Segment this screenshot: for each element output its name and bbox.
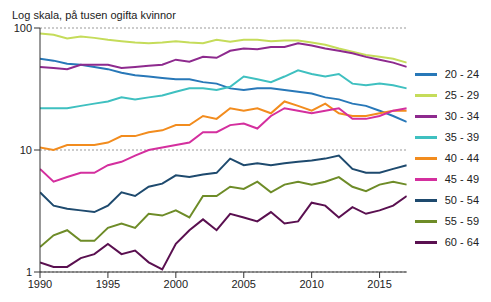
html-text:Log skala, på tusen ogifta kvi: Log skala, på tusen ogifta kvinnor (12, 9, 176, 21)
svg-text:2000: 2000 (164, 278, 188, 290)
svg-text:1995: 1995 (96, 278, 120, 290)
svg-text:2005: 2005 (232, 278, 256, 290)
svg-text:1: 1 (26, 266, 32, 278)
html-text:40 - 44: 40 - 44 (444, 152, 479, 164)
svg-text:100: 100 (14, 22, 32, 34)
html-text:60 - 64: 60 - 64 (444, 236, 479, 248)
html-text:55 - 59: 55 - 59 (444, 215, 479, 227)
svg-text:10: 10 (20, 144, 32, 156)
svg-text:1990: 1990 (28, 278, 52, 290)
svg-text:2010: 2010 (299, 278, 323, 290)
html-text:30 - 34: 30 - 34 (444, 110, 479, 122)
html-text:20 - 24: 20 - 24 (444, 68, 479, 80)
html-text:35 - 39: 35 - 39 (444, 131, 479, 143)
html-text:45 - 49: 45 - 49 (444, 173, 479, 185)
html-text:25 - 29: 25 - 29 (444, 89, 479, 101)
svg-text:2015: 2015 (367, 278, 391, 290)
html-text:50 - 54: 50 - 54 (444, 194, 479, 206)
